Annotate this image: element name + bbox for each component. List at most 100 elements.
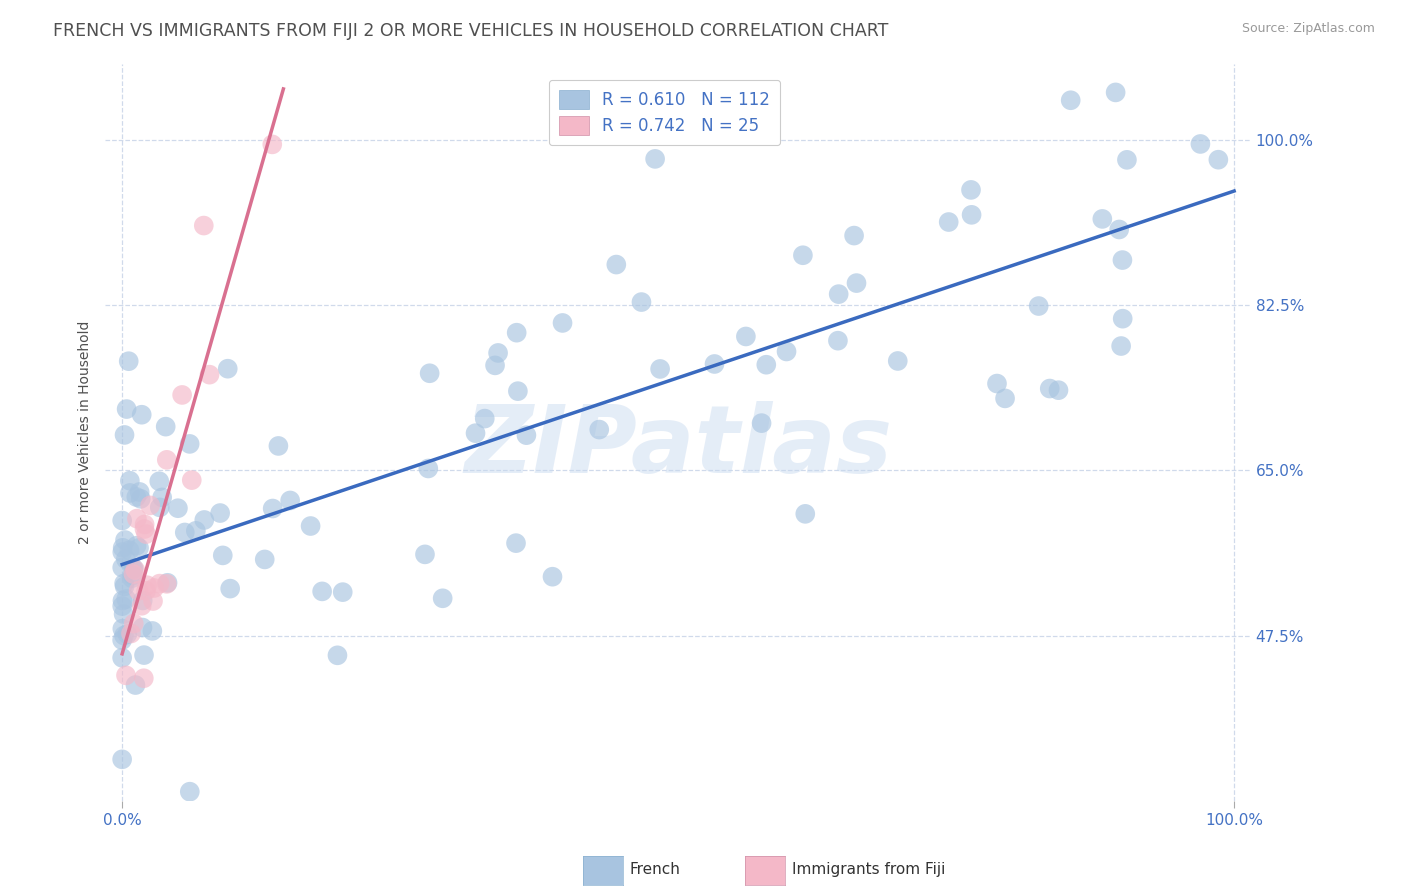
Point <box>141 624 163 638</box>
Point <box>115 668 138 682</box>
Point <box>111 560 134 574</box>
Point <box>143 581 166 595</box>
Point <box>149 500 172 515</box>
Point <box>129 491 152 506</box>
Point <box>541 570 564 584</box>
Point <box>486 346 509 360</box>
Text: ZIPatlas: ZIPatlas <box>464 401 893 493</box>
Point <box>1039 382 1062 396</box>
Point <box>464 426 486 441</box>
Point <box>112 576 135 591</box>
Point <box>432 591 454 606</box>
Point <box>150 491 173 505</box>
Point <box>131 599 153 613</box>
Point <box>332 585 354 599</box>
Point <box>1112 311 1135 326</box>
Point <box>121 571 143 585</box>
Point <box>136 578 159 592</box>
Point <box>184 524 207 538</box>
Point <box>703 357 725 371</box>
Point <box>132 648 155 662</box>
Point <box>474 411 496 425</box>
Point <box>124 563 146 577</box>
Point <box>792 248 814 262</box>
Point <box>111 541 134 555</box>
Point <box>1091 211 1114 226</box>
Point <box>156 575 179 590</box>
Point <box>128 583 150 598</box>
Point <box>735 329 758 343</box>
Point <box>505 326 527 340</box>
Point <box>1047 383 1070 397</box>
Point <box>112 607 135 621</box>
Point <box>139 499 162 513</box>
Point <box>794 507 817 521</box>
Text: Source: ZipAtlas.com: Source: ZipAtlas.com <box>1241 22 1375 36</box>
Point <box>1111 253 1133 268</box>
Point <box>887 354 910 368</box>
Text: French: French <box>630 863 681 877</box>
Point <box>986 376 1008 391</box>
Point <box>179 437 201 451</box>
Point <box>419 366 441 380</box>
Point <box>219 582 242 596</box>
Point <box>112 629 135 643</box>
Point <box>311 584 333 599</box>
Point <box>827 334 849 348</box>
Point <box>121 568 143 582</box>
Point <box>114 428 136 442</box>
Point <box>1108 222 1130 236</box>
Point <box>960 208 983 222</box>
Point <box>134 517 156 532</box>
Point <box>156 452 179 467</box>
Point <box>111 593 134 607</box>
Point <box>134 522 156 536</box>
Point <box>115 402 138 417</box>
Point <box>117 627 139 641</box>
Point <box>111 633 134 648</box>
Point <box>115 592 138 607</box>
Text: Immigrants from Fiji: Immigrants from Fiji <box>792 863 945 877</box>
Point <box>193 513 215 527</box>
Point <box>114 533 136 547</box>
Point <box>122 561 145 575</box>
Point <box>1028 299 1050 313</box>
Point <box>1104 86 1126 100</box>
Point <box>605 258 627 272</box>
Point <box>180 473 202 487</box>
Point <box>1116 153 1139 167</box>
Point <box>148 475 170 489</box>
Point <box>131 408 153 422</box>
Point <box>648 362 671 376</box>
Point <box>630 295 652 310</box>
Point <box>775 344 797 359</box>
Point <box>122 562 145 576</box>
Point <box>111 514 134 528</box>
Point <box>132 593 155 607</box>
Point <box>211 549 233 563</box>
Point <box>115 552 138 566</box>
Point <box>484 359 506 373</box>
Point <box>111 650 134 665</box>
Point <box>506 384 529 399</box>
Point <box>125 490 148 504</box>
Point <box>118 486 141 500</box>
Point <box>326 648 349 663</box>
Point <box>644 152 666 166</box>
Point <box>155 419 177 434</box>
Point <box>960 183 983 197</box>
Point <box>299 519 322 533</box>
Y-axis label: 2 or more Vehicles in Household: 2 or more Vehicles in Household <box>79 321 93 544</box>
Point <box>198 368 221 382</box>
Point <box>262 501 284 516</box>
Point <box>262 137 284 152</box>
Point <box>515 428 537 442</box>
Point <box>118 354 141 368</box>
Point <box>413 547 436 561</box>
Point <box>755 358 778 372</box>
Point <box>267 439 290 453</box>
Point <box>122 567 145 582</box>
Point <box>122 616 145 631</box>
Point <box>505 536 527 550</box>
Point <box>124 678 146 692</box>
